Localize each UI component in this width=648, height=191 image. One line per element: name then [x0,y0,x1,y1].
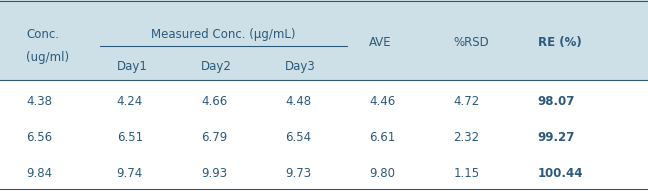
Text: Measured Conc. (μg/mL): Measured Conc. (μg/mL) [152,28,295,41]
Text: 6.54: 6.54 [285,131,311,144]
Text: 2.32: 2.32 [454,131,480,144]
Text: Day2: Day2 [201,60,232,73]
Text: 9.73: 9.73 [285,167,311,180]
Text: 100.44: 100.44 [538,167,583,180]
Text: 6.61: 6.61 [369,131,396,144]
Text: 4.48: 4.48 [285,95,311,108]
Text: 6.79: 6.79 [201,131,227,144]
Text: 9.80: 9.80 [369,167,395,180]
Text: 4.38: 4.38 [26,95,52,108]
Text: 6.51: 6.51 [117,131,143,144]
Text: 4.24: 4.24 [117,95,143,108]
Text: 4.72: 4.72 [454,95,480,108]
Text: Day3: Day3 [285,60,316,73]
FancyBboxPatch shape [0,0,648,80]
Text: 1.15: 1.15 [454,167,480,180]
Text: Day1: Day1 [117,60,148,73]
Text: 6.56: 6.56 [26,131,52,144]
Text: 9.93: 9.93 [201,167,227,180]
Text: (ug/ml): (ug/ml) [26,51,69,64]
Text: 9.74: 9.74 [117,167,143,180]
Text: 4.66: 4.66 [201,95,227,108]
Text: RE (%): RE (%) [538,36,582,49]
Text: 9.84: 9.84 [26,167,52,180]
Text: Conc.: Conc. [26,28,59,41]
Text: %RSD: %RSD [454,36,489,49]
Text: 4.46: 4.46 [369,95,396,108]
Text: 98.07: 98.07 [538,95,575,108]
Text: 99.27: 99.27 [538,131,575,144]
Text: AVE: AVE [369,36,392,49]
